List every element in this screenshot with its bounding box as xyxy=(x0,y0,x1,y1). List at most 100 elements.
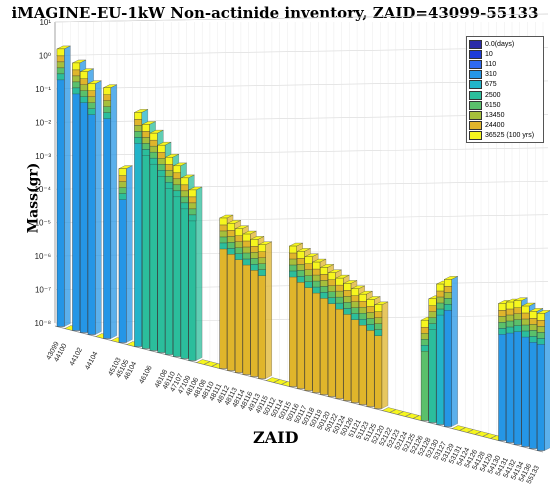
bar-layer xyxy=(235,235,243,242)
bar-layer xyxy=(134,125,142,132)
bar-layer xyxy=(56,61,65,69)
legend-label: 2500 xyxy=(485,91,501,99)
bar-layer xyxy=(142,143,150,150)
y-gridline xyxy=(54,47,549,56)
bar-side xyxy=(544,310,550,451)
bar-layer xyxy=(529,324,538,331)
bar-layer xyxy=(506,308,514,316)
bar-layer xyxy=(374,329,383,336)
bar-layer xyxy=(335,284,344,292)
bar-layer xyxy=(343,308,352,315)
bar-layer xyxy=(103,100,111,107)
bar-layer xyxy=(351,313,359,320)
bar-layer xyxy=(335,302,344,310)
bar-layer xyxy=(149,145,158,153)
bar-empty xyxy=(195,359,211,365)
bar-layer xyxy=(72,87,81,95)
legend-swatch xyxy=(469,49,482,59)
bar-empty xyxy=(273,379,288,385)
bar-layer xyxy=(444,298,452,305)
bar-layer xyxy=(289,252,297,260)
bar-layer xyxy=(529,311,538,319)
bar-side xyxy=(110,84,117,339)
bar-layer xyxy=(188,196,197,204)
bar-layer xyxy=(351,295,359,302)
bar-layer xyxy=(134,137,142,144)
legend-label: 110 xyxy=(485,60,497,68)
bar-layer xyxy=(258,269,266,276)
bar-layer xyxy=(304,275,313,282)
bar-layer xyxy=(513,319,522,326)
bar-layer xyxy=(180,184,189,192)
bar-layer xyxy=(420,320,429,328)
bar-layer xyxy=(165,164,173,171)
bar-layer xyxy=(537,338,545,345)
bar-layer xyxy=(157,152,166,159)
bar-layer xyxy=(80,96,88,103)
bar-layer xyxy=(320,292,328,299)
bar-layer xyxy=(444,292,452,299)
bar-empty xyxy=(397,411,412,417)
bar-layer xyxy=(444,286,452,293)
bar-layer xyxy=(242,233,251,242)
bar-layer xyxy=(521,318,530,326)
bar-layer xyxy=(227,242,235,249)
bar-layer xyxy=(142,124,150,132)
bar-layer xyxy=(250,264,259,271)
bar-layer xyxy=(180,177,189,186)
bar-layer xyxy=(428,305,437,312)
bar-layer xyxy=(498,310,507,317)
bar-layer xyxy=(428,311,437,318)
bar-layer xyxy=(335,296,344,304)
bar-layer xyxy=(320,267,328,275)
bar-layer xyxy=(343,302,352,309)
bar-layer xyxy=(343,290,352,297)
bar-layer xyxy=(258,263,266,270)
bar-layer xyxy=(312,268,321,276)
bar-empty xyxy=(451,425,466,431)
legend-label: 310 xyxy=(485,71,497,79)
bar-layer xyxy=(72,81,81,89)
bar-layer xyxy=(428,298,437,306)
bar-layer xyxy=(304,263,313,270)
legend-swatch xyxy=(469,121,482,131)
bar-layer xyxy=(142,131,150,138)
bar-layer xyxy=(327,272,336,280)
x-tick-label: 44102 xyxy=(69,347,84,368)
bar-layer xyxy=(242,258,251,266)
y-gridline xyxy=(54,13,549,23)
bar-layer xyxy=(320,274,328,281)
legend-swatch xyxy=(469,90,482,100)
bar-layer xyxy=(188,214,197,222)
bar-layer xyxy=(118,175,127,182)
bar-layer xyxy=(420,327,429,334)
bar-layer xyxy=(436,296,445,304)
bar-layer xyxy=(420,345,429,352)
bar-layer xyxy=(87,83,96,91)
bar-layer xyxy=(498,316,507,323)
legend-swatch xyxy=(469,80,482,90)
bar-layer xyxy=(134,119,142,126)
bar-side xyxy=(195,186,203,361)
bar-layer xyxy=(72,69,81,77)
legend-swatch xyxy=(469,100,482,110)
bar-layer xyxy=(304,281,313,288)
bar-layer xyxy=(180,202,189,210)
bar-side xyxy=(95,80,102,335)
bar-layer xyxy=(420,339,429,346)
bar-layer xyxy=(87,108,96,115)
x-tick-label: 44104 xyxy=(84,351,99,372)
bar-layer xyxy=(366,306,375,313)
bar-empty xyxy=(265,377,281,383)
bar-layer xyxy=(227,223,235,231)
bar-layer xyxy=(358,306,367,314)
bar xyxy=(72,62,81,331)
y-tick-label: 10⁰ xyxy=(39,51,51,60)
bar-layer xyxy=(436,302,445,310)
bar-layer xyxy=(242,240,251,248)
bar-layer xyxy=(498,303,507,311)
bar-layer xyxy=(436,283,445,292)
bar-layer xyxy=(56,67,65,75)
bar-layer xyxy=(358,312,367,320)
